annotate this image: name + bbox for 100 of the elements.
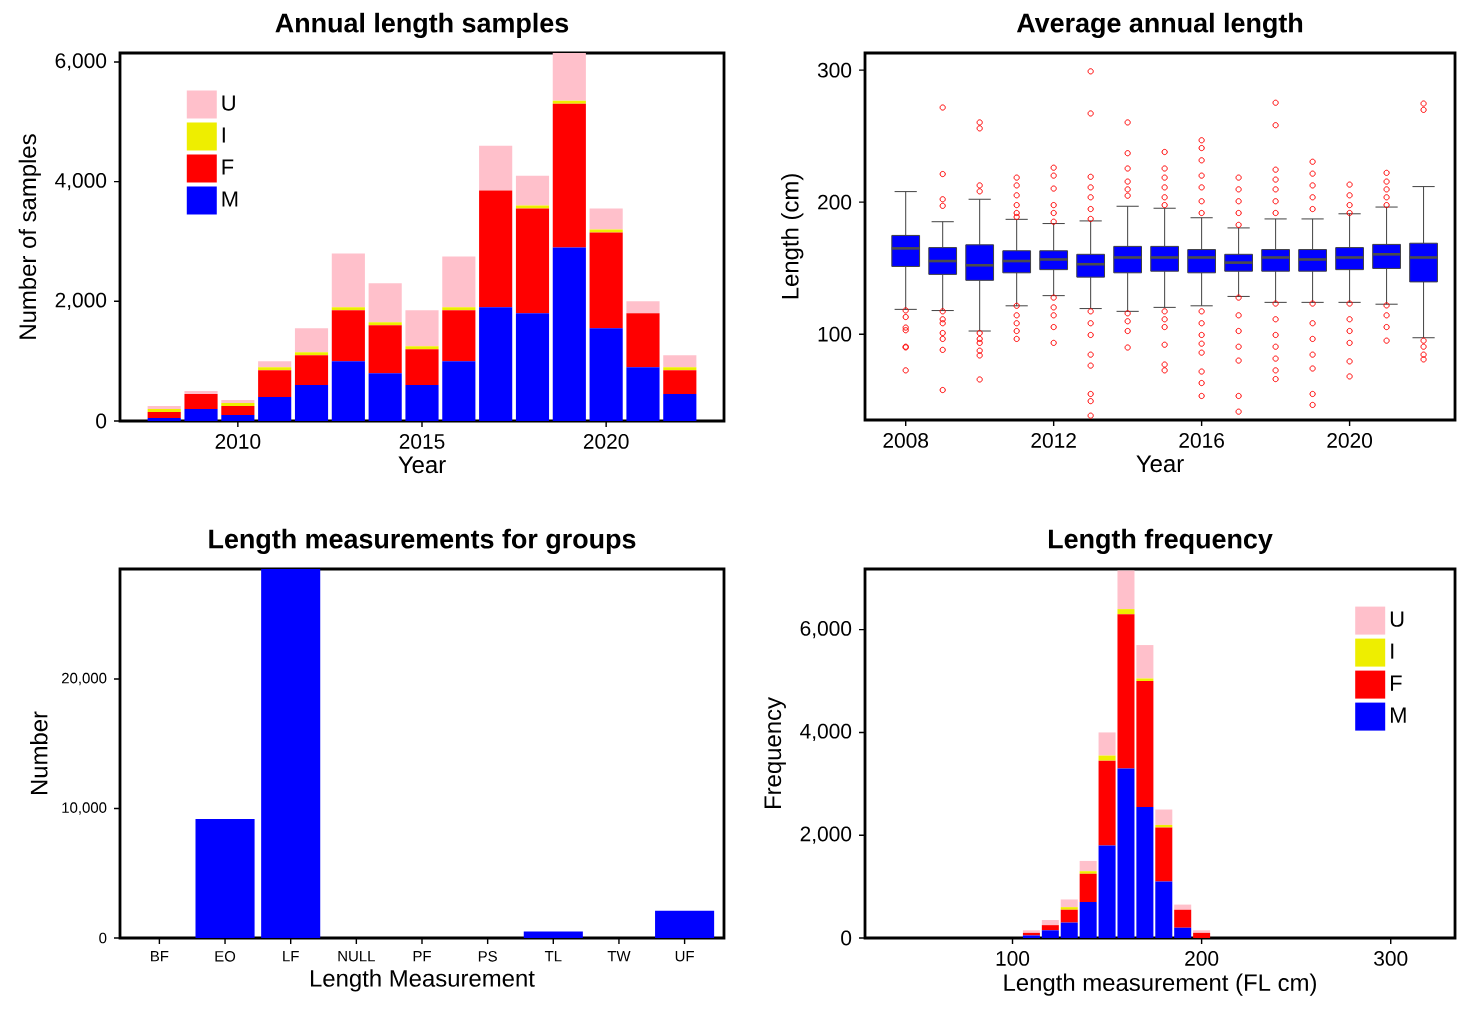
x-tick-label: 2020 <box>583 434 629 449</box>
bar <box>1060 907 1078 910</box>
bar <box>1155 809 1173 825</box>
bar <box>258 367 292 371</box>
x-tick-label: 2008 <box>883 433 929 448</box>
bar <box>1041 925 1059 931</box>
bar <box>368 325 402 374</box>
x-tick-label: NULL <box>338 951 375 962</box>
bar <box>261 568 321 938</box>
y-tick-label: 0 <box>99 932 107 944</box>
bar <box>663 394 697 421</box>
bar <box>405 310 439 347</box>
bar <box>184 394 218 410</box>
bar <box>294 352 329 356</box>
bar <box>1136 645 1154 679</box>
bar <box>368 283 402 323</box>
bar <box>663 370 697 395</box>
x-axis-title: Length Measurement <box>310 969 535 992</box>
y-tick-label: 300 <box>817 62 852 78</box>
bar <box>515 208 550 314</box>
y-tick-label: 0 <box>841 930 852 946</box>
x-tick-label: 300 <box>1374 951 1408 966</box>
legend-label: U <box>222 95 235 111</box>
bar <box>405 385 439 421</box>
x-axis-title: Length measurement (FL cm) <box>1004 973 1316 996</box>
bar <box>655 910 715 938</box>
bar <box>1136 806 1154 938</box>
bar <box>221 415 255 421</box>
bar <box>552 100 586 104</box>
x-tick-label: 2012 <box>1031 433 1076 448</box>
x-axis-title: Year <box>1136 455 1184 473</box>
bar <box>515 175 550 206</box>
bar <box>221 406 255 416</box>
bar <box>1060 899 1078 908</box>
x-tick-label: PS <box>478 951 497 962</box>
bar <box>1098 732 1116 756</box>
bar <box>589 328 623 421</box>
bar <box>1174 909 1192 928</box>
bar <box>479 190 513 308</box>
x-tick-label: EO <box>215 951 236 962</box>
y-tick-label: 20,000 <box>62 672 107 686</box>
x-tick-label: TL <box>544 951 562 962</box>
bar <box>1117 609 1135 615</box>
chart-title: Average annual length <box>1016 12 1303 38</box>
bar <box>1060 922 1078 938</box>
bar <box>442 361 476 421</box>
x-tick-label: 2015 <box>399 434 445 449</box>
bar <box>663 355 697 368</box>
y-axis-title: Number <box>30 711 48 795</box>
bar <box>1174 904 1192 910</box>
y-tick-label: 6,000 <box>800 621 852 639</box>
bar <box>331 361 365 421</box>
x-tick-label: BF <box>151 951 169 962</box>
bar <box>523 931 583 938</box>
bar <box>442 310 476 362</box>
bar <box>479 307 513 421</box>
legend-label: I <box>1391 643 1394 659</box>
bar <box>589 208 623 230</box>
bar <box>552 52 586 101</box>
bar <box>1079 873 1097 903</box>
bar <box>626 301 660 314</box>
bar <box>258 397 292 421</box>
bar <box>331 307 365 311</box>
x-tick-label: PF <box>413 951 431 962</box>
bar <box>294 385 329 421</box>
bar <box>1155 824 1173 828</box>
x-axis-title: Year <box>398 456 446 474</box>
bar <box>589 232 623 329</box>
x-tick-label: 2020 <box>1327 433 1373 448</box>
y-tick-label: 4,000 <box>55 173 107 191</box>
bar <box>331 310 365 362</box>
bar <box>258 361 292 368</box>
bar <box>147 418 181 421</box>
bar <box>294 328 329 353</box>
bar <box>368 373 402 421</box>
bar <box>626 367 660 421</box>
bar <box>552 103 586 248</box>
bar <box>405 346 439 350</box>
bar <box>1155 827 1173 882</box>
y-tick-label: 6,000 <box>55 53 107 71</box>
x-tick-label: UF <box>675 951 694 962</box>
bar <box>552 247 586 421</box>
bar <box>405 349 439 386</box>
x-tick-label: TW <box>607 951 631 962</box>
bar <box>368 322 402 326</box>
y-tick-label: 4,000 <box>800 723 852 742</box>
y-tick-label: 10,000 <box>62 802 107 815</box>
bar <box>1174 927 1192 938</box>
y-tick-label: 200 <box>818 194 852 210</box>
bar <box>589 229 623 233</box>
bar <box>1136 681 1154 807</box>
y-axis-title: Number of samples <box>18 134 41 339</box>
x-tick-label: 100 <box>996 951 1030 966</box>
y-tick-label: 2,000 <box>800 826 852 844</box>
bar <box>442 307 476 311</box>
y-axis-title: Length (cm) <box>781 174 804 299</box>
legend-label: F <box>222 159 234 175</box>
bar <box>663 367 697 371</box>
x-tick-label: 2016 <box>1179 433 1224 448</box>
bar <box>1079 871 1097 874</box>
